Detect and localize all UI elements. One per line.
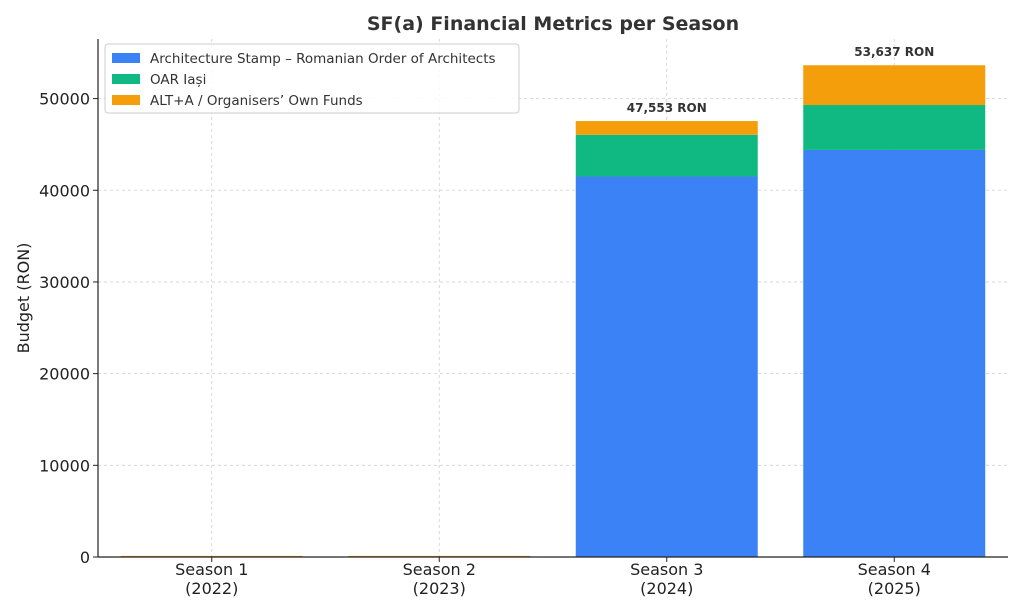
bars-group [120, 65, 986, 558]
legend-box [104, 43, 520, 114]
bar-segment [575, 121, 758, 135]
x-tick-label: Season 1 [175, 560, 248, 579]
y-tick-label: 50000 [39, 90, 90, 109]
legend-swatch [112, 74, 140, 84]
x-tick-label: (2022) [185, 579, 238, 598]
tick-labels: 0 10000 20000 30000 40000 50000 Season 1(2022)… [39, 90, 931, 598]
legend: Architecture Stamp – Romanian Order of A… [104, 43, 520, 114]
total-labels: 47,553 RON 53,637 RON [627, 45, 934, 115]
bar-segment [575, 134, 758, 177]
legend-label: Architecture Stamp – Romanian Order of A… [150, 51, 496, 67]
bar-segment [803, 149, 986, 557]
y-tick-label: 0 [80, 548, 90, 567]
bar-segment [575, 176, 758, 557]
y-axis-label: Budget (RON) [14, 243, 33, 354]
bar-segment [803, 65, 986, 106]
legend-label: OAR Iași [150, 72, 206, 88]
y-tick-label: 20000 [39, 365, 90, 384]
total-label: 53,637 RON [854, 45, 934, 59]
total-label: 47,553 RON [627, 101, 707, 115]
x-tick-label: (2024) [640, 579, 693, 598]
x-tick-label: Season 2 [403, 560, 476, 579]
y-tick-label: 30000 [39, 273, 90, 292]
legend-swatch [112, 53, 140, 63]
chart-title: SF(a) Financial Metrics per Season [367, 13, 739, 35]
y-tick-label: 40000 [39, 181, 90, 200]
axes [97, 39, 1008, 558]
legend-swatch [112, 95, 140, 105]
x-tick-label: (2025) [868, 579, 921, 598]
legend-label: ALT+A / Organisers’ Own Funds [150, 93, 363, 109]
x-tick-label: (2023) [413, 579, 466, 598]
x-tick-label: Season 3 [630, 560, 703, 579]
y-tick-label: 10000 [39, 456, 90, 475]
bar-segment [803, 105, 986, 150]
x-tick-label: Season 4 [858, 560, 931, 579]
